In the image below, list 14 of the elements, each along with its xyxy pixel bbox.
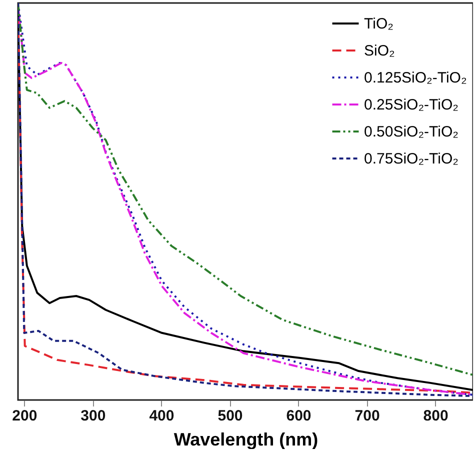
x-tick-label: 200 <box>12 408 38 424</box>
x-tick-label: 300 <box>80 408 106 424</box>
x-tick-label: 700 <box>354 408 380 424</box>
x-tick-label: 600 <box>286 408 312 424</box>
legend-label: SiO₂ <box>364 42 396 60</box>
legend-label: 0.125SiO₂-TiO₂ <box>364 70 467 86</box>
x-tick-label: 500 <box>218 408 243 424</box>
legend-label: 0.25SiO₂-TiO₂ <box>364 96 459 114</box>
x-tick-label: 400 <box>149 408 174 424</box>
legend-label: 0.50SiO₂-TiO₂ <box>364 124 459 140</box>
legend-label: TiO₂ <box>364 16 394 32</box>
x-axis-title: Wavelength (nm) <box>174 430 318 450</box>
legend-label: 0.75SiO₂-TiO₂ <box>364 150 459 168</box>
x-tick-label: 800 <box>423 408 448 424</box>
